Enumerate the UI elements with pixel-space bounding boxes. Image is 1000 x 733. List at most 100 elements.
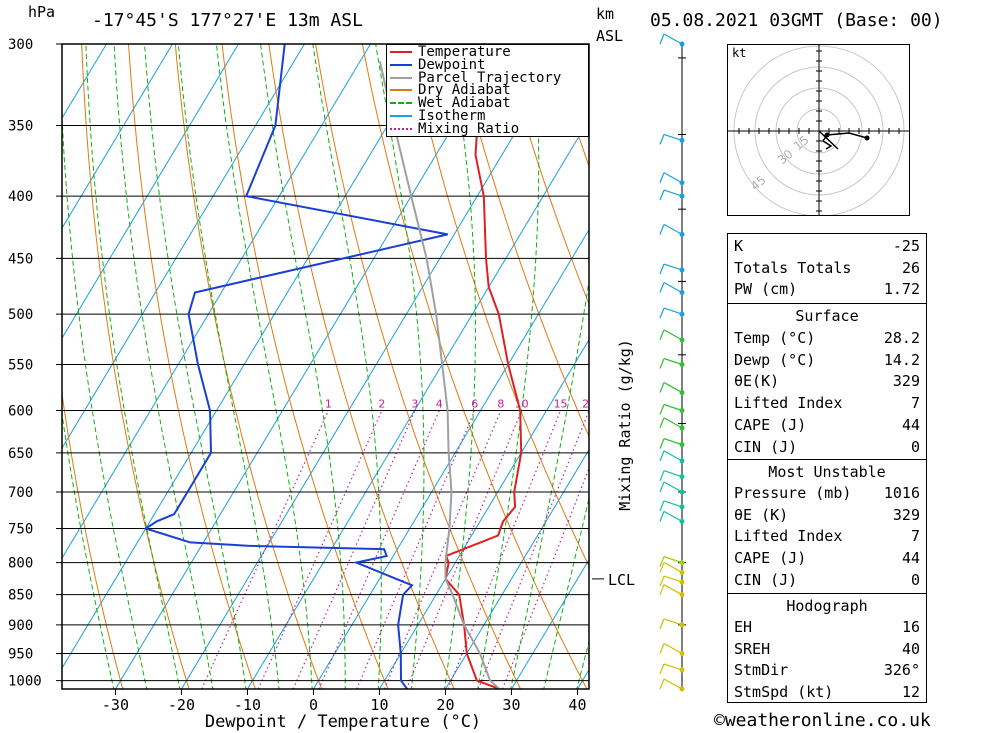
wind-barb-feather xyxy=(659,382,665,393)
pressure-unit-label: hPa xyxy=(28,3,56,21)
mixing-ratio-value: 3 xyxy=(411,398,418,411)
index-row: StmDir 326° xyxy=(734,661,920,682)
wind-barb-feather xyxy=(659,329,665,341)
temperature-tick-label: 20 xyxy=(436,696,454,714)
pressure-tick-label: 850 xyxy=(8,588,33,604)
wind-barb-feather xyxy=(659,224,665,235)
wind-barb-feather xyxy=(659,134,665,145)
hodograph: kt 15 30 45 xyxy=(727,44,910,216)
hodograph-ring-label: 30 xyxy=(775,147,796,168)
index-value: 1.72 xyxy=(883,280,920,299)
dry-adiabat-line xyxy=(455,44,589,438)
index-value: 28.2 xyxy=(883,329,920,347)
mixing-ratio-line xyxy=(201,410,329,689)
index-label: StmSpd (kt) xyxy=(734,683,834,702)
index-label: CIN (J) xyxy=(734,437,798,456)
wind-barb-feather xyxy=(659,556,665,567)
index-row: K -25 xyxy=(734,237,920,258)
temperature-tick-label: -20 xyxy=(168,696,195,714)
index-row: θE (K) 329 xyxy=(734,506,920,527)
plot-frame xyxy=(61,43,590,690)
height-unit-asl: ASL xyxy=(596,27,624,45)
index-label: Temp (°C) xyxy=(734,329,816,347)
mixing-ratio-line xyxy=(318,410,440,689)
indices-table: K -25 Totals Totals 26 PW (cm) 1.72 Surface T… xyxy=(727,233,927,703)
legend-swatch xyxy=(390,127,412,130)
index-label: θE(K) xyxy=(734,372,780,391)
pressure-tick-label: 450 xyxy=(8,251,33,267)
mixing-ratio-line xyxy=(501,466,589,689)
wind-barb-feather xyxy=(659,172,665,183)
wind-barb xyxy=(663,500,683,508)
index-row: Lifted Index 7 xyxy=(734,527,920,548)
wind-barb-feather xyxy=(659,438,665,449)
wind-barb xyxy=(663,223,683,235)
index-value: 12 xyxy=(901,683,920,702)
mixing-ratio-line xyxy=(477,410,589,689)
mixing-ratio-value: 20 xyxy=(582,398,596,411)
index-row: Totals Totals 26 xyxy=(734,259,920,280)
temperature-tick-label: -30 xyxy=(102,696,129,714)
legend-item: Wet Adiabat xyxy=(390,96,511,110)
temperature-tick-label: 0 xyxy=(309,696,318,714)
axis-labels: 3003504004505005506006507007508008509009… xyxy=(8,37,634,732)
hodograph-trace xyxy=(821,132,868,150)
wind-barb-feather xyxy=(659,263,665,275)
temperature-tick-label: -10 xyxy=(234,696,261,714)
mixing-ratio-line xyxy=(383,410,502,689)
wind-barb-feather xyxy=(659,307,665,319)
legend-item: Isotherm xyxy=(390,108,486,124)
index-label: CAPE (J) xyxy=(734,415,807,434)
copyright-footer: ©weatheronline.co.uk xyxy=(714,710,931,731)
wind-barb xyxy=(663,438,683,446)
legend-swatch xyxy=(390,102,412,105)
index-value: 329 xyxy=(892,372,920,391)
legend-label: Mixing Ratio xyxy=(418,120,520,137)
pressure-tick-label: 900 xyxy=(8,618,33,634)
index-row: CAPE (J) 44 xyxy=(734,549,920,570)
wind-barb-feather xyxy=(659,618,665,630)
wet-adiabat-line xyxy=(312,44,382,689)
isotherm-line xyxy=(62,44,306,450)
dry-adiabat-line xyxy=(502,44,589,306)
index-value: 7 xyxy=(910,394,920,413)
location-title: -17°45'S 177°27'E 13m ASL xyxy=(92,10,363,31)
index-value: 44 xyxy=(901,549,920,568)
index-label: CIN (J) xyxy=(734,570,798,589)
index-row: CAPE (J) 44 xyxy=(734,416,920,437)
temperature-profile xyxy=(444,44,523,689)
isotherm-line xyxy=(511,558,589,689)
wind-barb xyxy=(663,575,683,583)
legend-swatch xyxy=(390,76,412,79)
mixing-ratio-axis-title: Mixing Ratio (g/kg) xyxy=(616,339,634,511)
surface-title: Surface xyxy=(795,307,859,325)
wind-barb-feather xyxy=(659,678,665,690)
wind-barb xyxy=(663,357,683,366)
wet-adiabat-line xyxy=(576,639,589,689)
wind-barb xyxy=(663,382,683,394)
wind-barb xyxy=(663,584,683,596)
index-label: Pressure (mb) xyxy=(734,484,852,502)
hodograph-ring-label: 45 xyxy=(748,173,769,194)
index-value: 0 xyxy=(910,570,920,589)
wind-barb-feather xyxy=(659,500,665,512)
wind-barb-feather xyxy=(659,189,665,201)
hodograph-title: Hodograph xyxy=(786,597,868,615)
legend-label: Isotherm xyxy=(418,108,486,124)
dry-adiabat-line xyxy=(952,8,1000,692)
index-row: θE(K) 329 xyxy=(734,372,920,393)
wind-barb-feather xyxy=(659,562,665,573)
pressure-tick-label: 650 xyxy=(8,446,33,462)
wet-adiabat-line xyxy=(215,44,313,689)
pressure-tick-label: 1000 xyxy=(8,674,42,690)
legend: Temperature Dewpoint Parcel Trajectory Dry … xyxy=(386,44,589,137)
wind-barb xyxy=(663,470,683,478)
dry-adiabat-line xyxy=(127,44,256,689)
pressure-tick-label: 750 xyxy=(8,521,33,537)
legend-swatch xyxy=(390,63,412,66)
pressure-tick-label: 700 xyxy=(8,485,33,501)
wet-adiabat-line xyxy=(113,44,214,689)
parcel-trajectory-profile xyxy=(378,61,501,689)
index-row: SREH 40 xyxy=(734,640,920,661)
index-row: CIN (J) 0 xyxy=(734,438,920,459)
